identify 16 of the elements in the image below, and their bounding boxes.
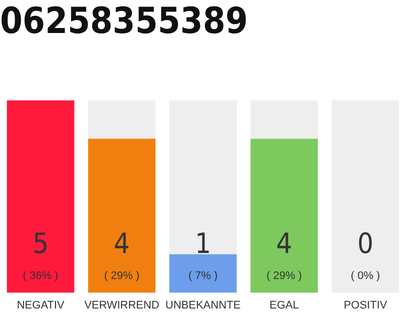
annotation: 0 (357, 226, 374, 260)
annotation: ( 29% ) (104, 270, 140, 282)
annotation: ( 36% ) (22, 270, 58, 282)
annotation: 1 (194, 226, 212, 260)
x-tick-label: EGAL (270, 299, 299, 312)
chart-title: 06258355389 (0, 0, 248, 42)
annotation: 4 (276, 226, 292, 260)
annotation: 5 (32, 226, 49, 260)
annotation: 4 (114, 226, 130, 260)
annotation: ( 7% ) (188, 270, 218, 282)
x-tick-label: NEGATIV (16, 299, 65, 312)
x-tick-label: POSITIV (344, 299, 388, 312)
annotation: ( 0% ) (350, 270, 380, 282)
x-tick-label: UNBEKANNTE (165, 299, 241, 312)
x-tick-label: VERWIRREND (84, 299, 160, 312)
annotation: ( 29% ) (266, 270, 302, 282)
